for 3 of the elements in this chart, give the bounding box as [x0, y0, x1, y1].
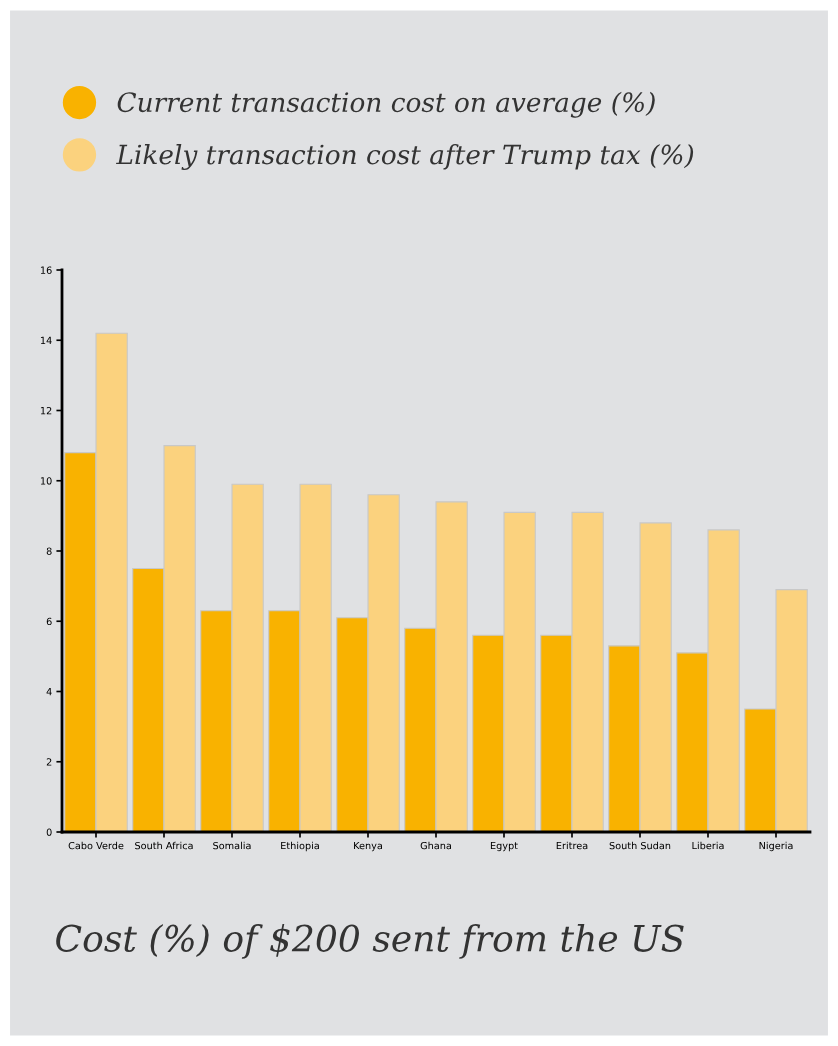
- legend-label: Likely transaction cost after Trump tax (%): [116, 144, 694, 170]
- text: Cost (%) of $200 sent from the US: [56, 923, 684, 959]
- legend-label: Current transaction cost on average (%): [117, 91, 655, 118]
